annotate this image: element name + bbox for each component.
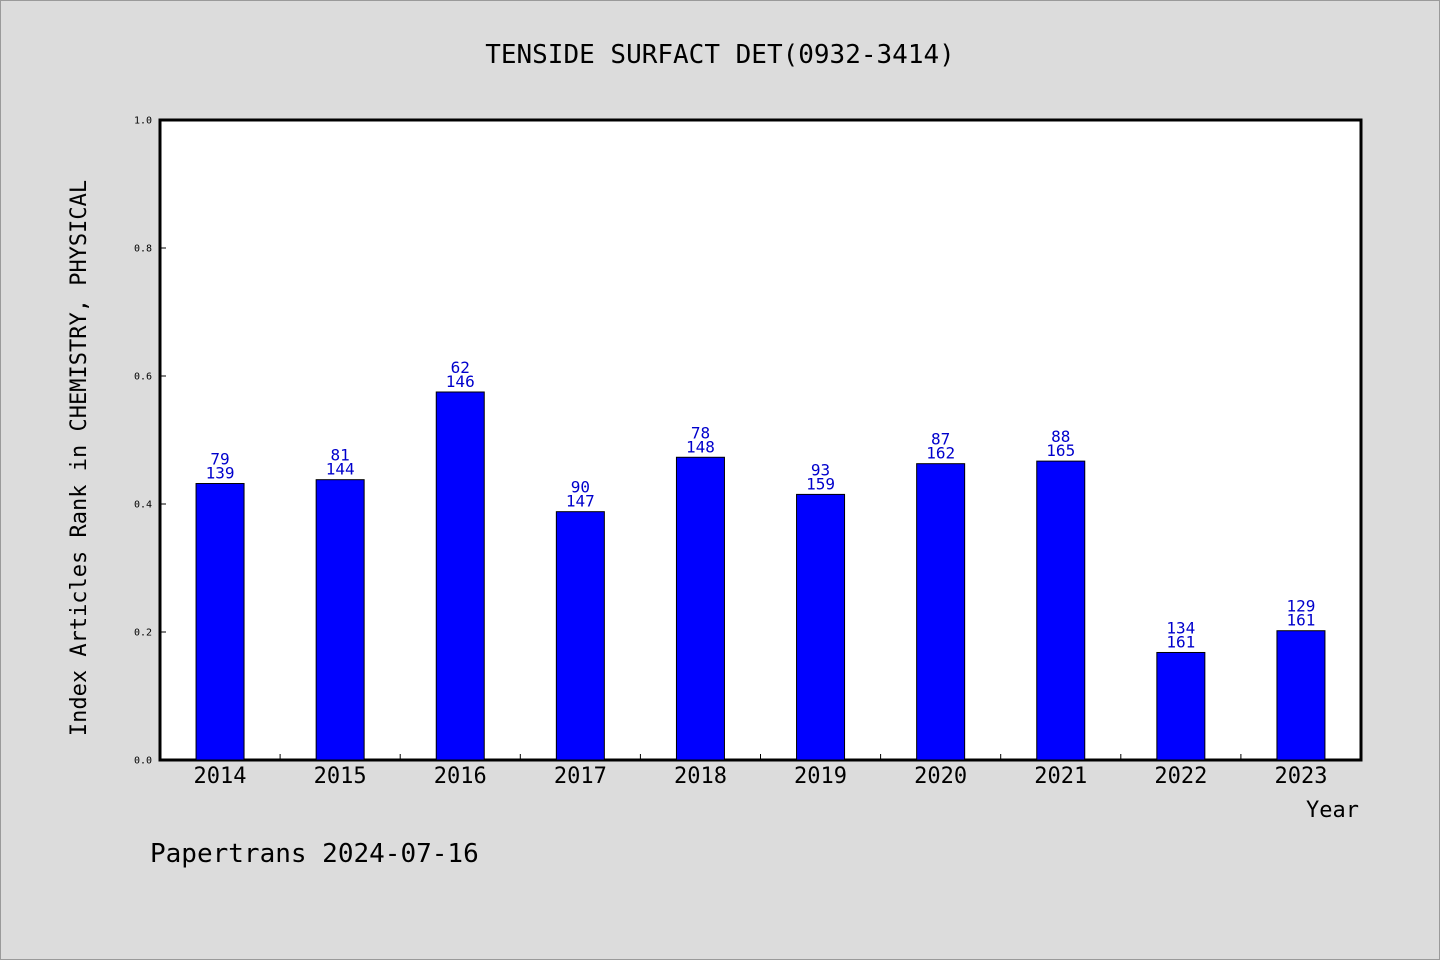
data-label-top: 79 [210,450,229,469]
data-label-top: 81 [331,446,350,465]
data-label-bottom: 162 [926,444,955,463]
data-label-top: 93 [811,460,830,479]
x-tick-label: 2016 [434,764,487,789]
bar [195,483,245,761]
x-axis: 2014 2015 2016 2017 2018 2019 2020 2021 2022 2023 [194,754,1327,789]
bars-group [195,391,1326,761]
y-tick-label: 0.2 [134,628,152,639]
data-label-bottom: 161 [1286,611,1315,630]
bar [435,391,485,761]
x-tick-label: 2022 [1154,764,1207,789]
x-tick-label: 2023 [1274,764,1327,789]
x-tick-label: 2019 [794,764,847,789]
x-tick-label: 2014 [194,764,247,789]
data-label-top: 87 [931,430,950,449]
x-tick-label: 2017 [554,764,607,789]
bar [796,493,846,761]
y-tick-label: 0.4 [134,500,152,511]
data-label-top: 88 [1051,427,1070,446]
data-label-bottom: 161 [1166,632,1195,651]
x-tick-label: 2020 [914,764,967,789]
data-label-top: 129 [1286,597,1315,616]
data-label-top: 90 [571,478,590,497]
data-label-bottom: 148 [686,437,715,456]
data-label-bottom: 147 [566,492,595,511]
y-tick-label: 0.6 [134,372,152,383]
y-tick-label: 0.0 [134,756,152,767]
x-tick-label: 2018 [674,764,727,789]
data-label-bottom: 144 [326,460,355,479]
data-label-bottom: 146 [446,372,475,391]
bar [1156,651,1206,761]
bar [1036,460,1086,761]
bar [1276,630,1326,761]
y-axis-title: Index Articles Rank in CHEMISTRY, PHYSIC… [67,180,92,736]
x-axis-title: Year [1306,798,1359,823]
y-tick-label: 0.8 [134,244,152,255]
chart-title: TENSIDE SURFACT DET(0932-3414) [485,40,955,70]
y-axis: 0.0 0.2 0.4 0.6 0.8 1.0 [134,116,166,767]
data-label-top: 62 [451,358,470,377]
bar [315,479,365,761]
data-label-bottom: 139 [206,464,235,483]
bar [675,456,725,761]
data-label-top: 134 [1166,618,1195,637]
data-label-bottom: 165 [1046,441,1075,460]
x-tick-label: 2021 [1034,764,1087,789]
bar [916,463,966,761]
data-label-bottom: 159 [806,474,835,493]
footer-source-date: Papertrans 2024-07-16 [150,839,479,869]
data-label-top: 78 [691,423,710,442]
bar [555,511,605,761]
y-tick-label: 1.0 [134,116,152,127]
x-tick-label: 2015 [314,764,367,789]
